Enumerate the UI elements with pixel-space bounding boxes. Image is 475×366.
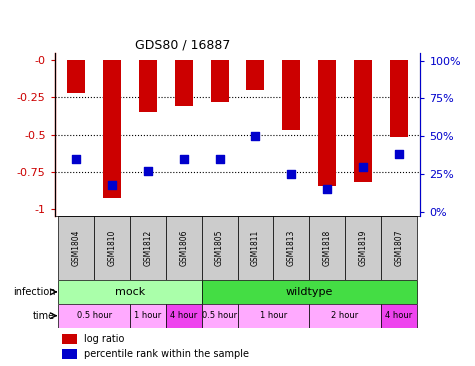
Bar <box>58 304 130 328</box>
Bar <box>345 216 381 280</box>
Text: 0.5 hour: 0.5 hour <box>76 311 112 320</box>
Bar <box>166 304 202 328</box>
Bar <box>238 216 273 280</box>
Bar <box>202 216 238 280</box>
Text: wildtype: wildtype <box>285 287 333 297</box>
Bar <box>103 60 121 198</box>
Bar <box>238 304 309 328</box>
Point <box>395 152 403 157</box>
Text: 4 hour: 4 hour <box>385 311 412 320</box>
Text: GSM1807: GSM1807 <box>394 230 403 266</box>
Point <box>108 182 116 188</box>
Point <box>287 171 295 177</box>
Bar <box>381 216 417 280</box>
Point <box>180 156 188 162</box>
Text: GSM1804: GSM1804 <box>72 230 81 266</box>
Bar <box>210 60 228 102</box>
Text: infection: infection <box>13 287 56 297</box>
Bar <box>202 280 417 304</box>
Text: 1 hour: 1 hour <box>134 311 162 320</box>
Bar <box>166 216 202 280</box>
Bar <box>58 280 202 304</box>
Text: GSM1811: GSM1811 <box>251 230 260 266</box>
Text: GSM1813: GSM1813 <box>287 230 296 266</box>
Text: time: time <box>33 311 56 321</box>
Text: 1 hour: 1 hour <box>260 311 287 320</box>
Bar <box>354 60 372 182</box>
Text: 0.5 hour: 0.5 hour <box>202 311 237 320</box>
Bar <box>58 216 94 280</box>
Text: 2 hour: 2 hour <box>332 311 359 320</box>
Text: GSM1818: GSM1818 <box>323 230 332 266</box>
Bar <box>139 60 157 112</box>
Bar <box>309 304 381 328</box>
Point <box>359 164 367 169</box>
Point <box>72 156 80 162</box>
Bar <box>273 216 309 280</box>
Bar <box>175 60 193 107</box>
Bar <box>67 60 85 93</box>
Text: log ratio: log ratio <box>84 334 124 344</box>
Bar <box>94 216 130 280</box>
Bar <box>202 304 238 328</box>
Text: 4 hour: 4 hour <box>170 311 197 320</box>
Text: mock: mock <box>115 287 145 297</box>
Text: GSM1812: GSM1812 <box>143 230 152 266</box>
Text: GSM1810: GSM1810 <box>107 230 116 266</box>
Bar <box>282 60 300 130</box>
Point <box>323 186 331 192</box>
Point <box>252 133 259 139</box>
Bar <box>62 349 76 359</box>
Text: GSM1806: GSM1806 <box>179 230 188 266</box>
Bar <box>390 60 408 138</box>
Bar <box>130 216 166 280</box>
Bar <box>318 60 336 186</box>
Bar <box>247 60 265 90</box>
Bar <box>62 335 76 344</box>
Point <box>216 156 223 162</box>
Text: GSM1805: GSM1805 <box>215 230 224 266</box>
Bar <box>309 216 345 280</box>
Title: GDS80 / 16887: GDS80 / 16887 <box>135 39 230 52</box>
Bar <box>381 304 417 328</box>
Text: GSM1819: GSM1819 <box>359 230 368 266</box>
Text: percentile rank within the sample: percentile rank within the sample <box>84 349 249 359</box>
Bar <box>130 304 166 328</box>
Point <box>144 168 152 174</box>
